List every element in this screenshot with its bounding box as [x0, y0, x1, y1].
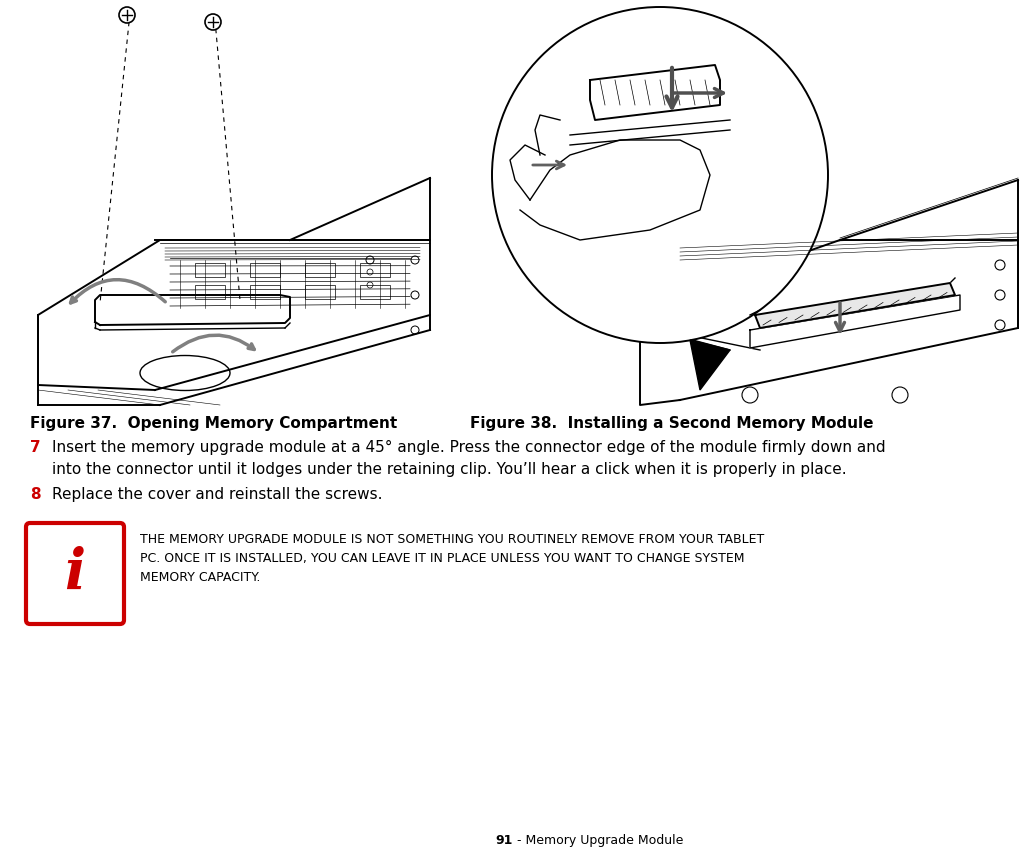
Bar: [250, 263, 280, 277]
Circle shape: [205, 14, 221, 30]
Bar: [360, 263, 390, 277]
FancyBboxPatch shape: [26, 523, 124, 624]
Bar: [250, 285, 280, 299]
Polygon shape: [690, 340, 730, 390]
Text: 8: 8: [30, 487, 41, 502]
Bar: [305, 263, 335, 277]
Text: Replace the cover and reinstall the screws.: Replace the cover and reinstall the scre…: [52, 487, 382, 502]
Text: 91: 91: [496, 834, 514, 847]
Circle shape: [492, 7, 828, 343]
Polygon shape: [755, 283, 955, 328]
Text: i: i: [65, 546, 85, 601]
Text: THE MEMORY UPGRADE MODULE IS NOT SOMETHING YOU ROUTINELY REMOVE FROM YOUR TABLET: THE MEMORY UPGRADE MODULE IS NOT SOMETHI…: [140, 533, 764, 584]
Polygon shape: [589, 65, 720, 120]
Text: Figure 37.  Opening Memory Compartment: Figure 37. Opening Memory Compartment: [30, 416, 397, 431]
Polygon shape: [750, 295, 960, 348]
Text: 7: 7: [30, 440, 41, 455]
Text: Figure 38.  Installing a Second Memory Module: Figure 38. Installing a Second Memory Mo…: [470, 416, 874, 431]
Bar: [305, 285, 335, 299]
Bar: [195, 285, 225, 299]
Text: - Memory Upgrade Module: - Memory Upgrade Module: [514, 834, 683, 847]
Bar: [360, 285, 390, 299]
Text: Insert the memory upgrade module at a 45° angle. Press the connector edge of the: Insert the memory upgrade module at a 45…: [52, 440, 885, 477]
Circle shape: [119, 7, 135, 23]
Bar: [195, 263, 225, 277]
